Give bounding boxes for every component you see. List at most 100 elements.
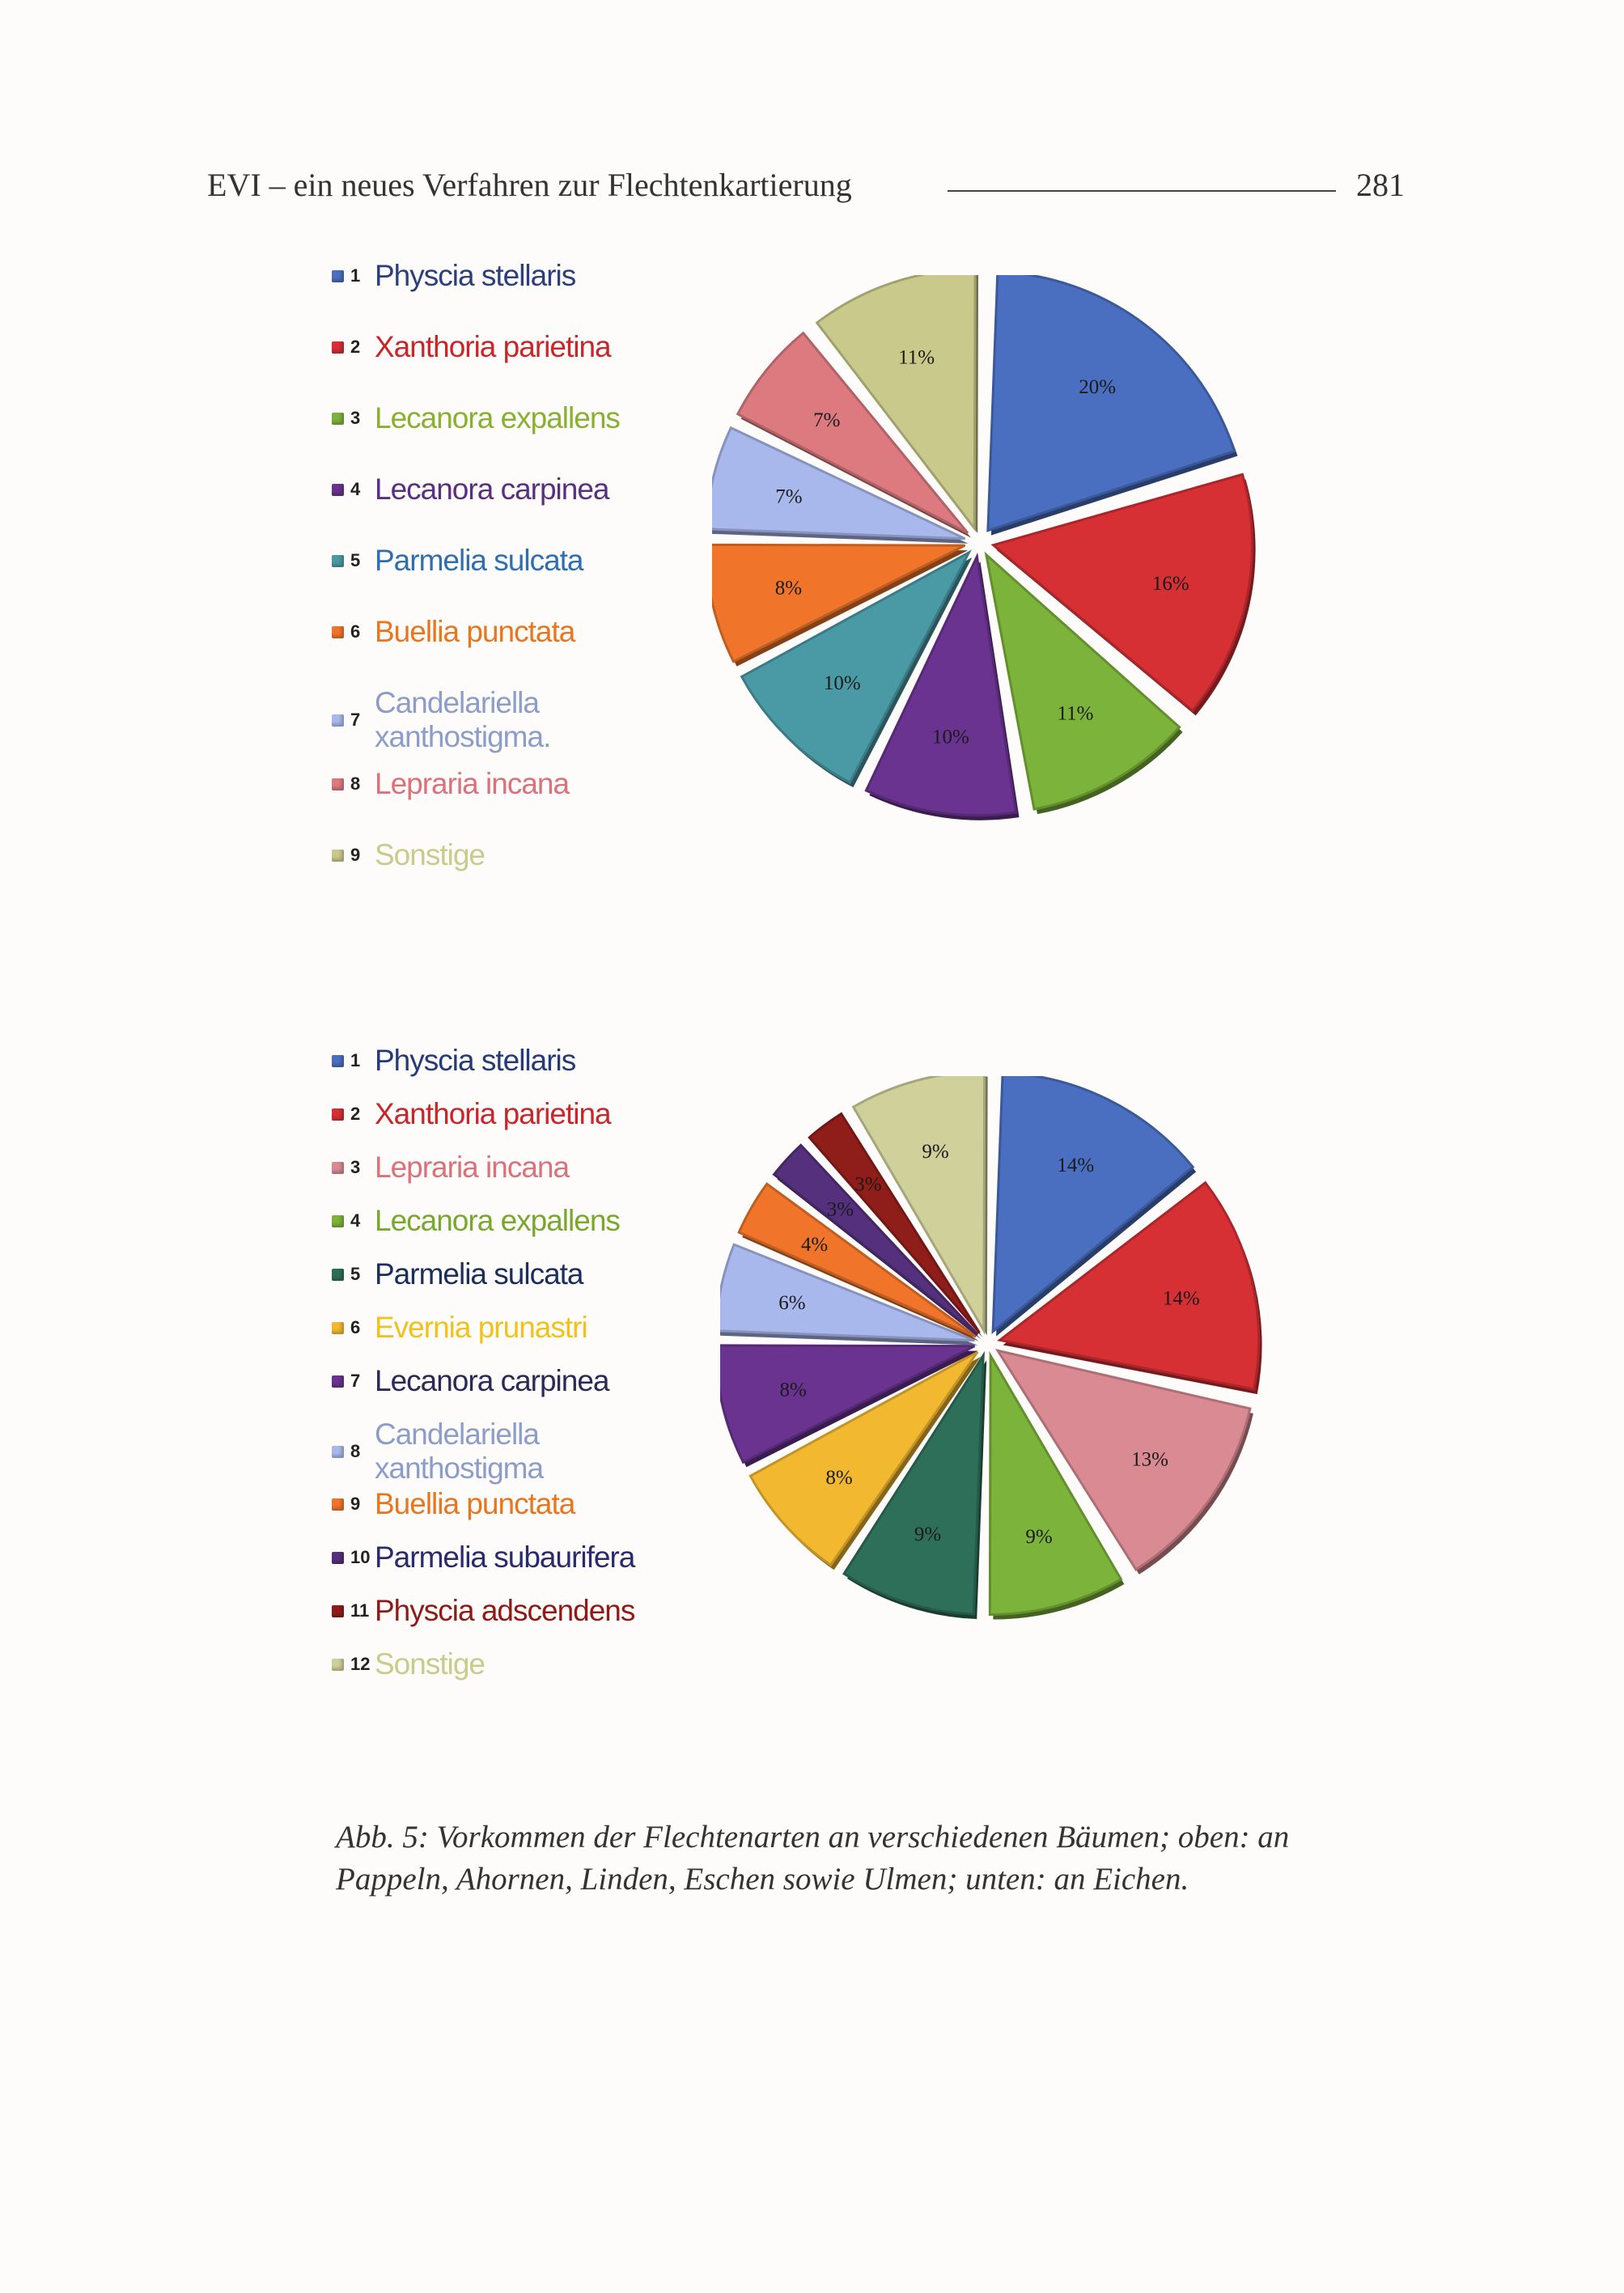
legend-label: Lecanora carpinea [375, 473, 609, 506]
slice-face [740, 549, 973, 785]
bottom-legend-item-parmelia-sulcata: 5 Parmelia sulcata [332, 1257, 584, 1291]
legend-number: 4 [350, 1210, 361, 1231]
legend-swatch [332, 1551, 344, 1564]
legend-number: 4 [350, 479, 361, 499]
header-rule [948, 190, 1336, 192]
legend-label: Sonstige [375, 1647, 486, 1681]
top-legend-item-xanthoria-parietina: 2 Xanthoria parietina [332, 330, 612, 364]
legend-number: 1 [350, 265, 361, 286]
top-slice-label-xanthoria-parietina: 16% [1152, 573, 1189, 595]
top-legend-item-buellia-punctata: 6 Buellia punctata [332, 615, 575, 649]
legend-swatch [332, 1268, 344, 1281]
legend-swatch [332, 1445, 344, 1458]
legend-number: 6 [350, 1317, 361, 1337]
legend-swatch [332, 341, 344, 354]
legend-number: 7 [350, 1371, 361, 1391]
top-slice-label-physcia-stellaris: 20% [1079, 376, 1116, 398]
bottom-pie-slice-xanthoria-parietina: 14% [997, 1180, 1262, 1395]
legend-number: 10 [350, 1547, 371, 1567]
bottom-pie-slice-physcia-stellaris: 14% [991, 1076, 1197, 1337]
bottom-pie-slice-candelariella-xanthostigma: 6% [720, 1243, 978, 1346]
bottom-slice-label-xanthoria-parietina: 14% [1163, 1288, 1200, 1310]
legend-number: 8 [350, 1441, 361, 1461]
top-pie-slice-sonstige: 11% [815, 275, 979, 533]
legend-number: 9 [350, 1494, 361, 1514]
legend-swatch [332, 412, 344, 425]
top-legend-item-physcia-stellaris: 1 Physcia stellaris [332, 259, 576, 293]
legend-swatch [332, 1375, 344, 1388]
slice-face [994, 1348, 1252, 1571]
legend-swatch [332, 1054, 344, 1067]
slice-face [808, 1112, 981, 1334]
legend-label: Xanthoria parietina [375, 1097, 612, 1130]
bottom-slice-label-buellia-punctata: 4% [801, 1234, 828, 1256]
bottom-pie-slice-buellia-punctata: 4% [737, 1182, 980, 1342]
top-pie-slice-buellia-punctata: 8% [712, 543, 969, 667]
legend-swatch [332, 1161, 344, 1174]
legend-swatch [332, 849, 344, 862]
bottom-legend-item-physcia-adscendens: 11 Physcia adscendens [332, 1594, 635, 1628]
bottom-pie-chart: 14% 14% 13% 9% 9% 8% 8% 6% 4% 3%3% 9% [720, 1076, 1262, 1620]
legend-number: 12 [350, 1654, 371, 1674]
bottom-pie-slice-parmelia-sulcata: 9% [842, 1350, 987, 1620]
top-slice-label-lecanora-carpinea: 10% [932, 726, 969, 748]
bottom-slice-label-physcia-stellaris: 14% [1057, 1155, 1094, 1176]
legend-number: 5 [350, 1264, 361, 1284]
legend-label: Physcia stellaris [375, 1044, 576, 1077]
legend-number: 2 [350, 1104, 361, 1124]
top-legend-item-lepraria-incana: 8 Lepraria incana [332, 767, 570, 801]
bottom-pie-slice-sonstige: 9% [851, 1076, 988, 1336]
slice-face [720, 1344, 976, 1464]
running-head-title: EVI – ein neues Verfahren zur Flechtenka… [207, 167, 852, 203]
bottom-slice-label-lecanora-expallens: 9% [1025, 1526, 1052, 1548]
top-slice-label-buellia-punctata: 8% [775, 577, 802, 599]
legend-swatch [332, 483, 344, 496]
legend-label: Lepraria incana [375, 1151, 570, 1184]
bottom-slice-label-parmelia-subaurifera: 3% [827, 1198, 854, 1220]
page-number: 281 [1356, 167, 1405, 203]
top-legend-item-sonstige: 9 Sonstige [332, 838, 486, 872]
bottom-slice-label-physcia-adscendens: 3% [854, 1173, 881, 1195]
bottom-legend-item-buellia-punctata: 9 Buellia punctata [332, 1487, 575, 1521]
top-slice-label-candelariella-xanthostigma: 7% [775, 485, 802, 507]
legend-label: Parmelia subaurifera [375, 1541, 635, 1574]
top-slice-label-lepraria-incana: 7% [813, 409, 840, 431]
legend-label: Physcia adscendens [375, 1594, 635, 1627]
bottom-legend-item-lecanora-carpinea: 7 Lecanora carpinea [332, 1364, 609, 1398]
legend-label: Candelariella xanthostigma. [375, 686, 551, 753]
legend-swatch [332, 1658, 344, 1671]
top-pie-slice-candelariella-xanthostigma: 7% [712, 426, 969, 544]
bottom-pie-slice-lepraria-incana: 13% [994, 1348, 1253, 1575]
slice-face [712, 426, 966, 540]
legend-number: 5 [350, 550, 361, 570]
legend-swatch [332, 1604, 344, 1617]
slice-face [864, 552, 1018, 817]
top-pie-chart: 20% 16% 11% 10% 10% 8% 7% 7% 11% [712, 275, 1256, 820]
top-pie-slice-lecanora-expallens: 11% [984, 551, 1183, 815]
slice-face [997, 1180, 1261, 1391]
top-legend-item-lecanora-carpinea: 4 Lecanora carpinea [332, 473, 609, 506]
figure-caption: Abb. 5: Vorkommen der Flechtenarten an v… [336, 1820, 1290, 1897]
slice-face [842, 1350, 985, 1616]
legend-swatch [332, 625, 344, 638]
bottom-pie-slice-parmelia-subaurifera: 3% [772, 1143, 982, 1340]
top-pie-slice-parmelia-sulcata: 10% [740, 549, 973, 788]
legend-number: 7 [350, 710, 361, 730]
legend-label: Sonstige [375, 838, 486, 871]
top-pie-slice-lepraria-incana: 7% [736, 331, 972, 538]
legend-swatch [332, 1214, 344, 1227]
legend-number: 11 [350, 1600, 370, 1621]
bottom-slice-label-lepraria-incana: 13% [1131, 1449, 1168, 1471]
bottom-legend-item-lecanora-expallens: 4 Lecanora expallens [332, 1204, 621, 1238]
slice-face [990, 473, 1254, 713]
bottom-legend-item-candelariella-xanthostigma: 8 Candelariella xanthostigma [332, 1418, 544, 1486]
top-pie-slice-physcia-stellaris: 20% [986, 275, 1238, 536]
slice-face [737, 1182, 977, 1338]
legend-number: 1 [350, 1050, 361, 1070]
bottom-slice-label-candelariella-xanthostigma: 6% [778, 1292, 805, 1314]
legend-number: 3 [350, 1157, 361, 1177]
bottom-slice-label-evernia-prunastri: 8% [825, 1467, 852, 1489]
legend-number: 6 [350, 621, 361, 642]
slice-face [986, 275, 1236, 532]
top-pie-slice-lecanora-carpinea: 10% [864, 552, 1020, 820]
